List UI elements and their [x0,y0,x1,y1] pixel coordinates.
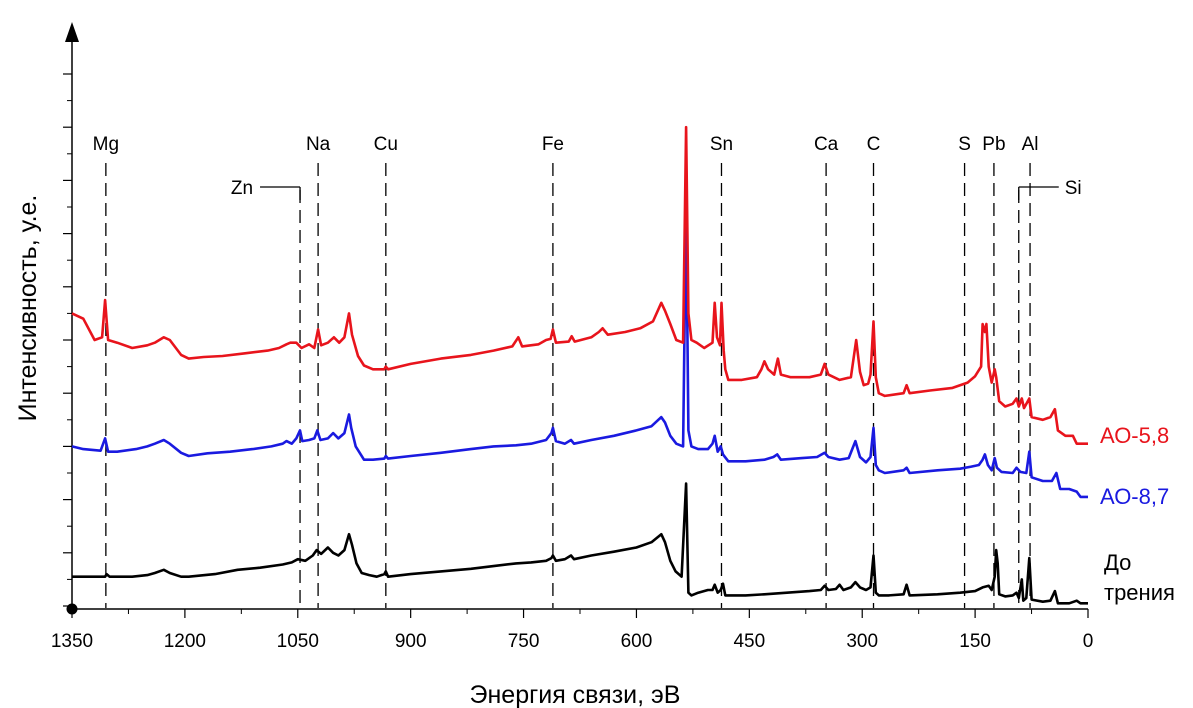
series-line-0 [71,125,1088,445]
element-label: C [867,134,881,155]
x-tick-label: 300 [846,631,878,652]
series-label: АО-5,8 [1100,423,1169,448]
series-line-2 [72,482,1088,605]
series-label: трения [1104,580,1175,605]
element-marker-group: Mg Zn Na Cu Fe Sn Ca C S Pb Al Si [93,134,1082,608]
element-label: S [958,134,971,155]
x-tick-label: 1350 [51,631,93,652]
element-label: Pb [982,134,1005,155]
element-label: Zn [231,178,253,199]
element-label: Mg [93,134,119,155]
y-tick-group [63,73,72,607]
series-line-1 [71,200,1088,499]
element-label: Fe [542,134,564,155]
series-label-group: АО-5,8 АО-8,7 До трения [1100,423,1175,605]
element-label: Cu [374,134,398,155]
x-tick-label: 1200 [164,631,206,652]
element-label: Al [1022,134,1039,155]
element-label: Na [306,134,331,155]
x-tick-label: 600 [621,631,653,652]
x-tick-label: 750 [508,631,540,652]
element-label: Ca [814,134,839,155]
y-axis-arrow-icon [65,22,79,42]
axes [65,22,1088,615]
x-tick-label: 900 [395,631,427,652]
x-tick-label: 0 [1083,631,1094,652]
x-axis-label: Энергия связи, эВ [470,681,681,708]
element-label: Sn [710,134,733,155]
element-label: Si [1065,178,1082,199]
x-tick-label: 150 [959,631,991,652]
x-tick-label: 1050 [277,631,319,652]
y-axis-label: Интенсивность, у.е. [14,195,42,422]
series-group [71,125,1088,605]
series-label: АО-8,7 [1100,484,1169,509]
series-label: До [1104,550,1131,575]
x-tick-label: 450 [733,631,765,652]
x-tick-group: 1350 1200 1050 900 750 600 450 300 150 0 [51,609,1093,652]
